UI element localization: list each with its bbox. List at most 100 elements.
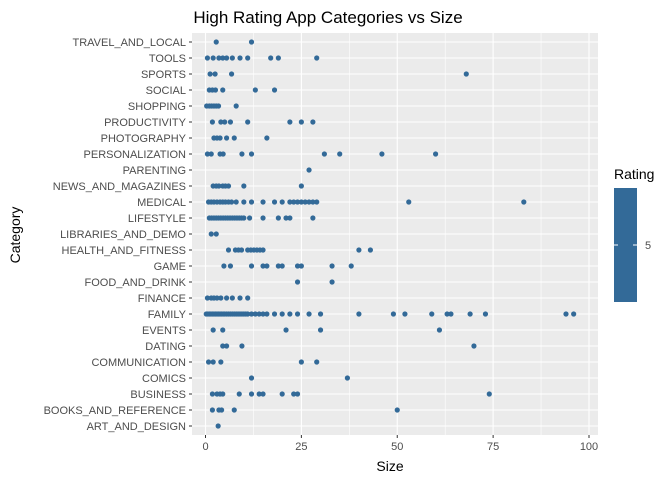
data-point (241, 215, 247, 221)
data-point (221, 263, 227, 269)
data-point (227, 263, 234, 269)
data-point (245, 311, 251, 317)
y-tick-label: COMMUNICATION (91, 357, 186, 369)
data-point (402, 311, 408, 317)
legend-color-bar (614, 188, 637, 302)
data-point (239, 151, 245, 157)
data-point (356, 247, 362, 253)
data-point (215, 103, 222, 109)
data-point (279, 391, 285, 397)
y-tick-label: SOCIAL (146, 85, 186, 97)
x-tick-label: 75 (487, 441, 499, 453)
data-point (231, 407, 237, 413)
y-tick-label: TOOLS (149, 53, 186, 65)
y-tick-label: PRODUCTIVITY (104, 117, 187, 129)
data-point (209, 407, 216, 413)
data-point (213, 39, 219, 45)
data-point (283, 327, 289, 333)
data-point (247, 215, 253, 221)
data-point (231, 135, 237, 141)
data-point (302, 199, 308, 205)
data-point (310, 119, 316, 125)
data-point (279, 199, 285, 205)
data-point (260, 391, 266, 397)
data-point (321, 151, 327, 157)
chart-title: High Rating App Categories vs Size (193, 8, 462, 27)
data-point (317, 327, 324, 333)
data-point (298, 183, 304, 189)
data-point (260, 263, 266, 269)
data-point (225, 247, 232, 253)
data-point (314, 199, 320, 205)
data-point (406, 199, 412, 205)
y-tick-label: LIFESTYLE (128, 213, 186, 225)
data-point (264, 263, 270, 269)
data-point (228, 71, 235, 77)
y-tick-label: ART_AND_DESIGN (87, 421, 186, 433)
data-point (271, 199, 278, 205)
data-point (287, 119, 293, 125)
data-point (220, 87, 226, 93)
data-point (238, 247, 245, 253)
data-point (248, 199, 255, 205)
data-point (233, 199, 239, 205)
y-tick-label: PERSONALIZATION (84, 149, 187, 161)
y-axis-title: Category (7, 207, 23, 264)
data-point (260, 215, 266, 221)
data-point (279, 311, 285, 317)
data-point (215, 423, 221, 429)
y-tick-label: COMICS (142, 373, 186, 385)
data-point (271, 311, 278, 317)
data-point (256, 311, 262, 317)
data-point (212, 87, 219, 93)
y-tick-label: BUSINESS (130, 389, 186, 401)
data-point (275, 263, 281, 269)
data-point (429, 311, 435, 317)
data-point (298, 199, 304, 205)
data-point (521, 199, 527, 205)
data-point (486, 391, 492, 397)
data-point (291, 391, 297, 397)
data-point (329, 279, 335, 285)
data-point (227, 119, 234, 125)
data-point (223, 55, 230, 61)
legend-label: 5 (645, 240, 651, 252)
data-point (571, 311, 577, 317)
data-point (220, 151, 226, 157)
data-point (229, 295, 235, 301)
y-tick-label: MEDICAL (137, 197, 186, 209)
data-point (223, 135, 230, 141)
data-point (220, 343, 226, 349)
data-point (228, 199, 235, 205)
data-point (218, 119, 224, 125)
data-point (210, 55, 216, 61)
x-tick-label: 100 (580, 441, 598, 453)
data-point (210, 327, 216, 333)
data-point (214, 295, 220, 301)
data-point (204, 55, 211, 61)
data-point (241, 183, 247, 189)
data-point (260, 199, 266, 205)
y-tick-label: FAMILY (148, 309, 187, 321)
data-point (248, 263, 255, 269)
data-point (436, 327, 443, 333)
data-point (563, 311, 569, 317)
y-tick-label: PHOTOGRAPHY (101, 133, 187, 145)
data-point (208, 151, 214, 157)
data-point (287, 199, 293, 205)
data-point (317, 311, 324, 317)
y-tick-label: DATING (145, 341, 186, 353)
data-point (237, 295, 243, 301)
data-point (217, 135, 223, 141)
data-point (482, 311, 489, 317)
data-point (236, 391, 242, 397)
data-point (219, 407, 225, 413)
data-point (216, 183, 222, 189)
y-tick-label: LIBRARIES_AND_DEMO (60, 229, 186, 241)
data-point (294, 311, 301, 317)
data-point (348, 263, 354, 269)
data-point (204, 151, 211, 157)
data-point (356, 311, 362, 317)
data-point (229, 55, 235, 61)
